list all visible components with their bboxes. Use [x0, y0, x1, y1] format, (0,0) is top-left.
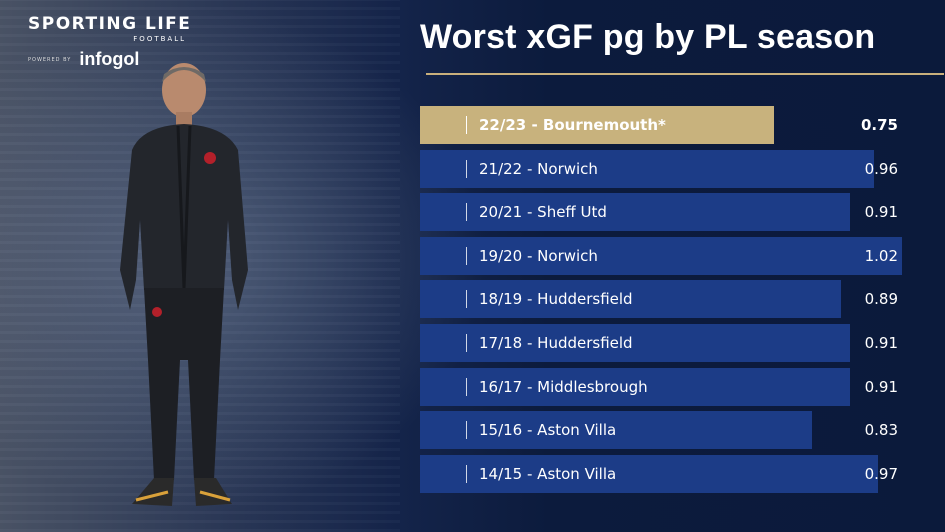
brand-section: FOOTBALL [133, 35, 186, 43]
bar-value: 0.97 [864, 464, 898, 483]
bar-divider [466, 116, 467, 134]
bar-label: 17/18 - Huddersfield [479, 334, 633, 352]
bar-divider [466, 464, 467, 483]
bar-value: 0.83 [864, 421, 898, 440]
bar-label: 22/23 - Bournemouth* [479, 116, 666, 134]
bar [420, 367, 851, 406]
bar [420, 106, 775, 144]
bar-row: 18/19 - Huddersfield 0.89 [420, 280, 940, 319]
title-rule [426, 73, 944, 75]
bar [420, 454, 879, 493]
bar-label: 16/17 - Middlesbrough [479, 377, 648, 396]
bar-label: 18/19 - Huddersfield [479, 290, 633, 309]
bar [420, 324, 851, 362]
powered-by: POWERED BY infogol [28, 49, 191, 70]
powered-by-label: POWERED BY [28, 56, 72, 63]
bar [420, 411, 813, 450]
bar-row: 21/22 - Norwich 0.96 [420, 149, 940, 188]
bar-value: 0.89 [864, 290, 898, 309]
bar-row: 19/20 - Norwich 1.02 [420, 236, 940, 275]
bar-chart: 22/23 - Bournemouth* 0.75 21/22 - Norwich 0… [420, 106, 940, 496]
bar-divider [466, 159, 467, 178]
bar-label: 21/22 - Norwich [479, 159, 598, 178]
bar-label: 14/15 - Aston Villa [479, 464, 617, 483]
bar [420, 280, 841, 319]
bar-row: 22/23 - Bournemouth* 0.75 [420, 106, 940, 144]
bar-row: 14/15 - Aston Villa 0.97 [420, 454, 940, 493]
bar [420, 193, 851, 232]
bar-row: 17/18 - Huddersfield 0.91 [420, 324, 940, 362]
bar-divider [466, 334, 467, 352]
bar-divider [466, 203, 467, 222]
bar-row: 20/21 - Sheff Utd 0.91 [420, 193, 940, 232]
bar-value: 0.75 [860, 116, 898, 134]
bar-divider [466, 290, 467, 309]
bar-label: 20/21 - Sheff Utd [479, 203, 607, 222]
bar-divider [466, 377, 467, 396]
chart-title: Worst xGF pg by PL season [420, 18, 876, 56]
bar-divider [466, 421, 467, 440]
bar-label: 19/20 - Norwich [479, 246, 598, 265]
sporting-life-logo: SPORTING LIFE FOOTBALL POWERED BY infogo… [28, 14, 191, 70]
bar-value: 0.91 [864, 377, 898, 396]
manager-photo [120, 63, 248, 506]
bar [420, 236, 902, 275]
bar-value: 0.91 [864, 334, 898, 352]
brand-name: SPORTING LIFE [28, 14, 192, 34]
bar-row: 16/17 - Middlesbrough 0.91 [420, 367, 940, 406]
bar-value: 0.91 [864, 203, 898, 222]
bar [420, 149, 874, 188]
bar-label: 15/16 - Aston Villa [479, 421, 617, 440]
bar-row: 15/16 - Aston Villa 0.83 [420, 411, 940, 450]
bar-divider [466, 246, 467, 265]
bar-value: 0.96 [864, 159, 898, 178]
infogol-logo: infogol [79, 49, 140, 69]
bar-value: 1.02 [864, 246, 898, 265]
